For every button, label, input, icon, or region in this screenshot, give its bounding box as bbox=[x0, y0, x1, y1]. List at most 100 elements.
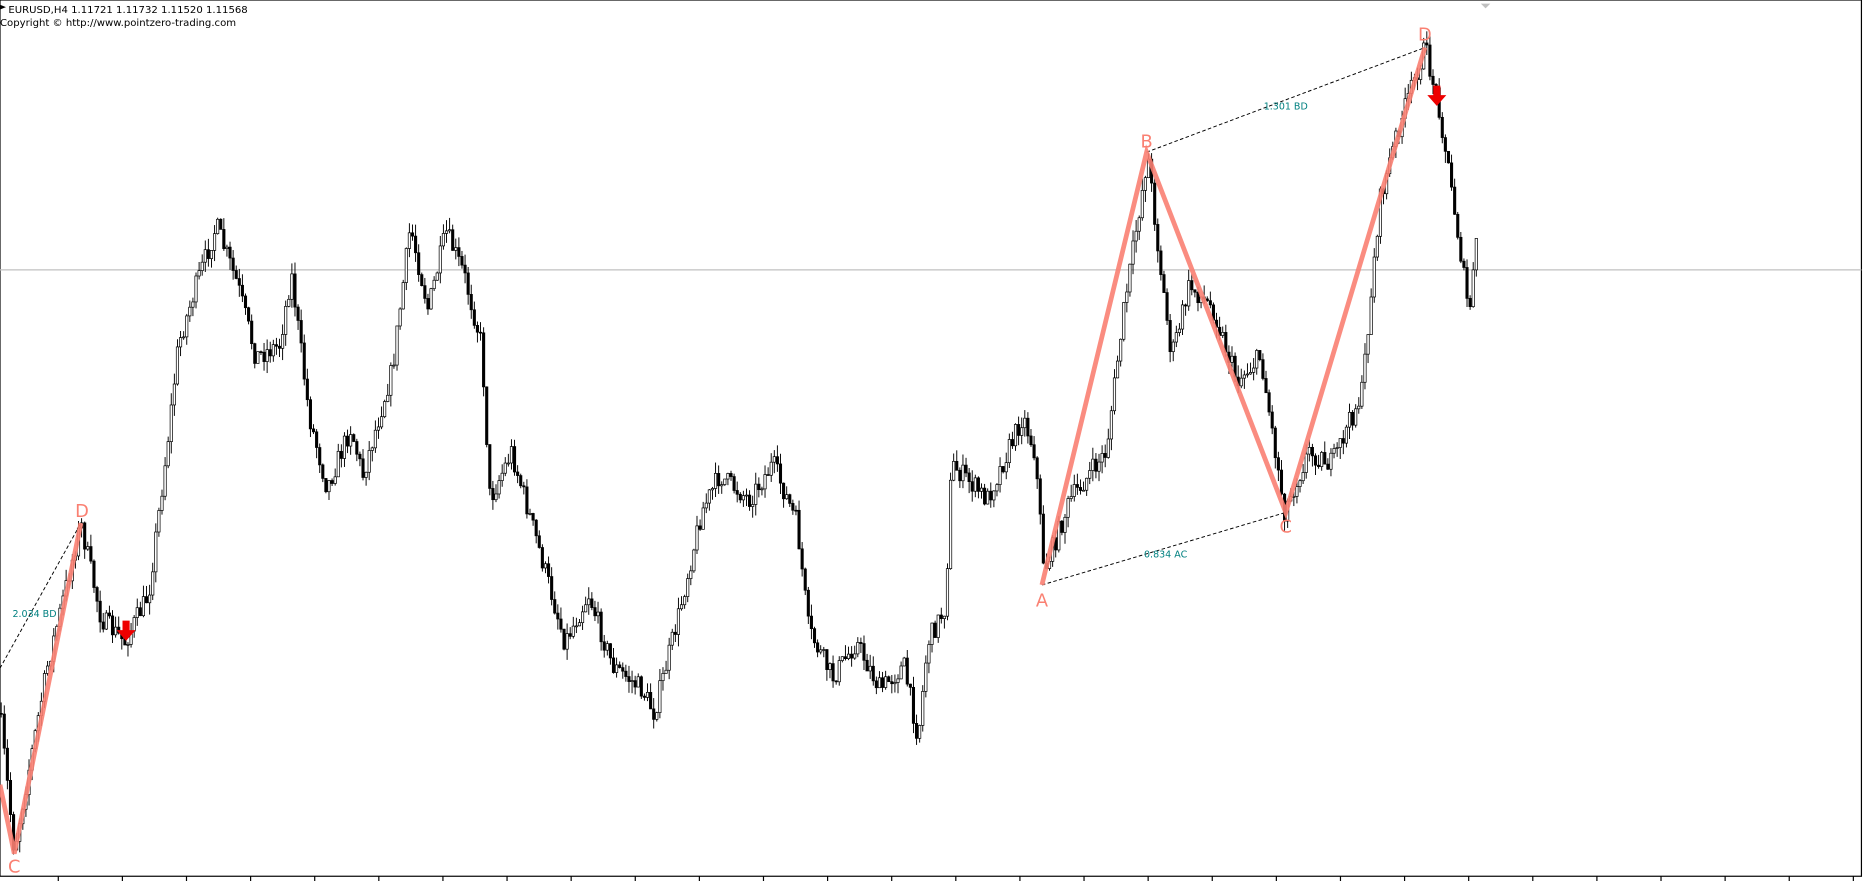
candle-body bbox=[1279, 469, 1284, 495]
candle-body bbox=[788, 494, 792, 504]
dotted-line bbox=[1041, 511, 1286, 586]
candle-body bbox=[172, 383, 176, 406]
candle-body bbox=[695, 525, 699, 551]
candle-body bbox=[392, 364, 396, 367]
candle-body bbox=[5, 747, 9, 781]
candle-body bbox=[1456, 213, 1460, 238]
candle-body bbox=[577, 622, 582, 627]
candle-body bbox=[822, 649, 826, 651]
candle-body bbox=[568, 633, 572, 637]
candle-body bbox=[1153, 182, 1157, 225]
candle-body bbox=[1428, 44, 1432, 77]
candle-body bbox=[299, 320, 303, 344]
candle-body bbox=[983, 487, 987, 505]
candle-body bbox=[540, 547, 544, 569]
candle-body bbox=[689, 570, 693, 579]
candle-body bbox=[265, 349, 269, 362]
candle-body bbox=[522, 485, 526, 488]
candle-body bbox=[110, 615, 115, 636]
candle-body bbox=[896, 678, 900, 683]
candle-body bbox=[667, 644, 671, 671]
menu-marker bbox=[0, 4, 6, 10]
candle-body bbox=[1230, 355, 1234, 363]
candle-body bbox=[927, 644, 931, 664]
candle-body bbox=[890, 681, 894, 685]
candle-body bbox=[1156, 224, 1160, 252]
candle-body bbox=[676, 608, 680, 635]
candle-body bbox=[843, 656, 847, 660]
candle-body bbox=[200, 261, 204, 271]
candle-body bbox=[649, 692, 653, 710]
candle-body bbox=[1270, 411, 1274, 429]
candle-body bbox=[1119, 338, 1123, 362]
candle-body bbox=[933, 622, 937, 638]
candle-body bbox=[1032, 444, 1036, 459]
candle-body bbox=[466, 272, 470, 295]
candle-body bbox=[877, 677, 881, 689]
candle-body bbox=[367, 450, 371, 473]
point-label: D bbox=[1418, 24, 1432, 45]
candle-body bbox=[281, 334, 285, 349]
candle-body bbox=[157, 510, 161, 533]
candle-body bbox=[1094, 458, 1098, 472]
candle-body bbox=[556, 612, 560, 620]
candle-body bbox=[1143, 177, 1147, 191]
candle-body bbox=[828, 663, 832, 670]
time-axis bbox=[57, 876, 1854, 881]
candle-body bbox=[1360, 381, 1364, 407]
candle-body bbox=[160, 495, 164, 511]
candle-body bbox=[778, 463, 783, 484]
candle-body bbox=[670, 631, 674, 646]
candle-body bbox=[472, 309, 476, 326]
candle-body bbox=[253, 343, 257, 364]
candle-body bbox=[104, 612, 108, 630]
candle-body bbox=[1180, 304, 1185, 330]
candle-body bbox=[1273, 427, 1277, 459]
candle-body bbox=[141, 596, 145, 617]
candle-body bbox=[182, 336, 186, 339]
candle-body bbox=[949, 479, 953, 569]
candle-body bbox=[785, 494, 789, 500]
candle-body bbox=[599, 611, 603, 643]
candle-body bbox=[958, 469, 962, 482]
candle-body bbox=[850, 653, 854, 659]
point-label: C bbox=[8, 857, 20, 878]
candle-body bbox=[973, 477, 977, 492]
candle-body bbox=[732, 476, 736, 491]
candle-body bbox=[330, 480, 334, 484]
candle-body bbox=[1292, 496, 1296, 498]
candle-body bbox=[1335, 447, 1339, 449]
candle-body bbox=[531, 513, 535, 521]
candle-body bbox=[1329, 452, 1333, 470]
candle-body bbox=[438, 245, 442, 274]
candle-body bbox=[769, 461, 773, 476]
candle-body bbox=[714, 473, 718, 489]
candle-body bbox=[661, 673, 665, 682]
candle-body bbox=[509, 446, 513, 464]
candle-body bbox=[794, 509, 798, 512]
candle-body bbox=[868, 665, 872, 672]
dotted-line bbox=[1146, 47, 1426, 153]
candle-body bbox=[723, 478, 727, 485]
candle-body bbox=[95, 587, 99, 602]
candle-body bbox=[701, 507, 705, 530]
candle-body bbox=[305, 378, 309, 401]
candle-body bbox=[812, 628, 817, 644]
candle-body bbox=[290, 273, 294, 300]
candle-body bbox=[231, 257, 235, 271]
point-label: C bbox=[1280, 517, 1292, 538]
candle-body bbox=[1078, 487, 1083, 491]
candle-body bbox=[1029, 435, 1033, 446]
candle-body bbox=[831, 663, 835, 682]
candle-body bbox=[144, 596, 149, 604]
candle-body bbox=[1252, 367, 1256, 373]
candle-body bbox=[1474, 238, 1478, 271]
candle-body bbox=[308, 399, 312, 430]
candle-body bbox=[686, 578, 690, 597]
candle-body bbox=[1446, 150, 1451, 164]
candle-body bbox=[503, 462, 507, 474]
candle-body bbox=[222, 229, 226, 249]
candle-body bbox=[1332, 448, 1336, 454]
candle-body bbox=[760, 488, 764, 491]
